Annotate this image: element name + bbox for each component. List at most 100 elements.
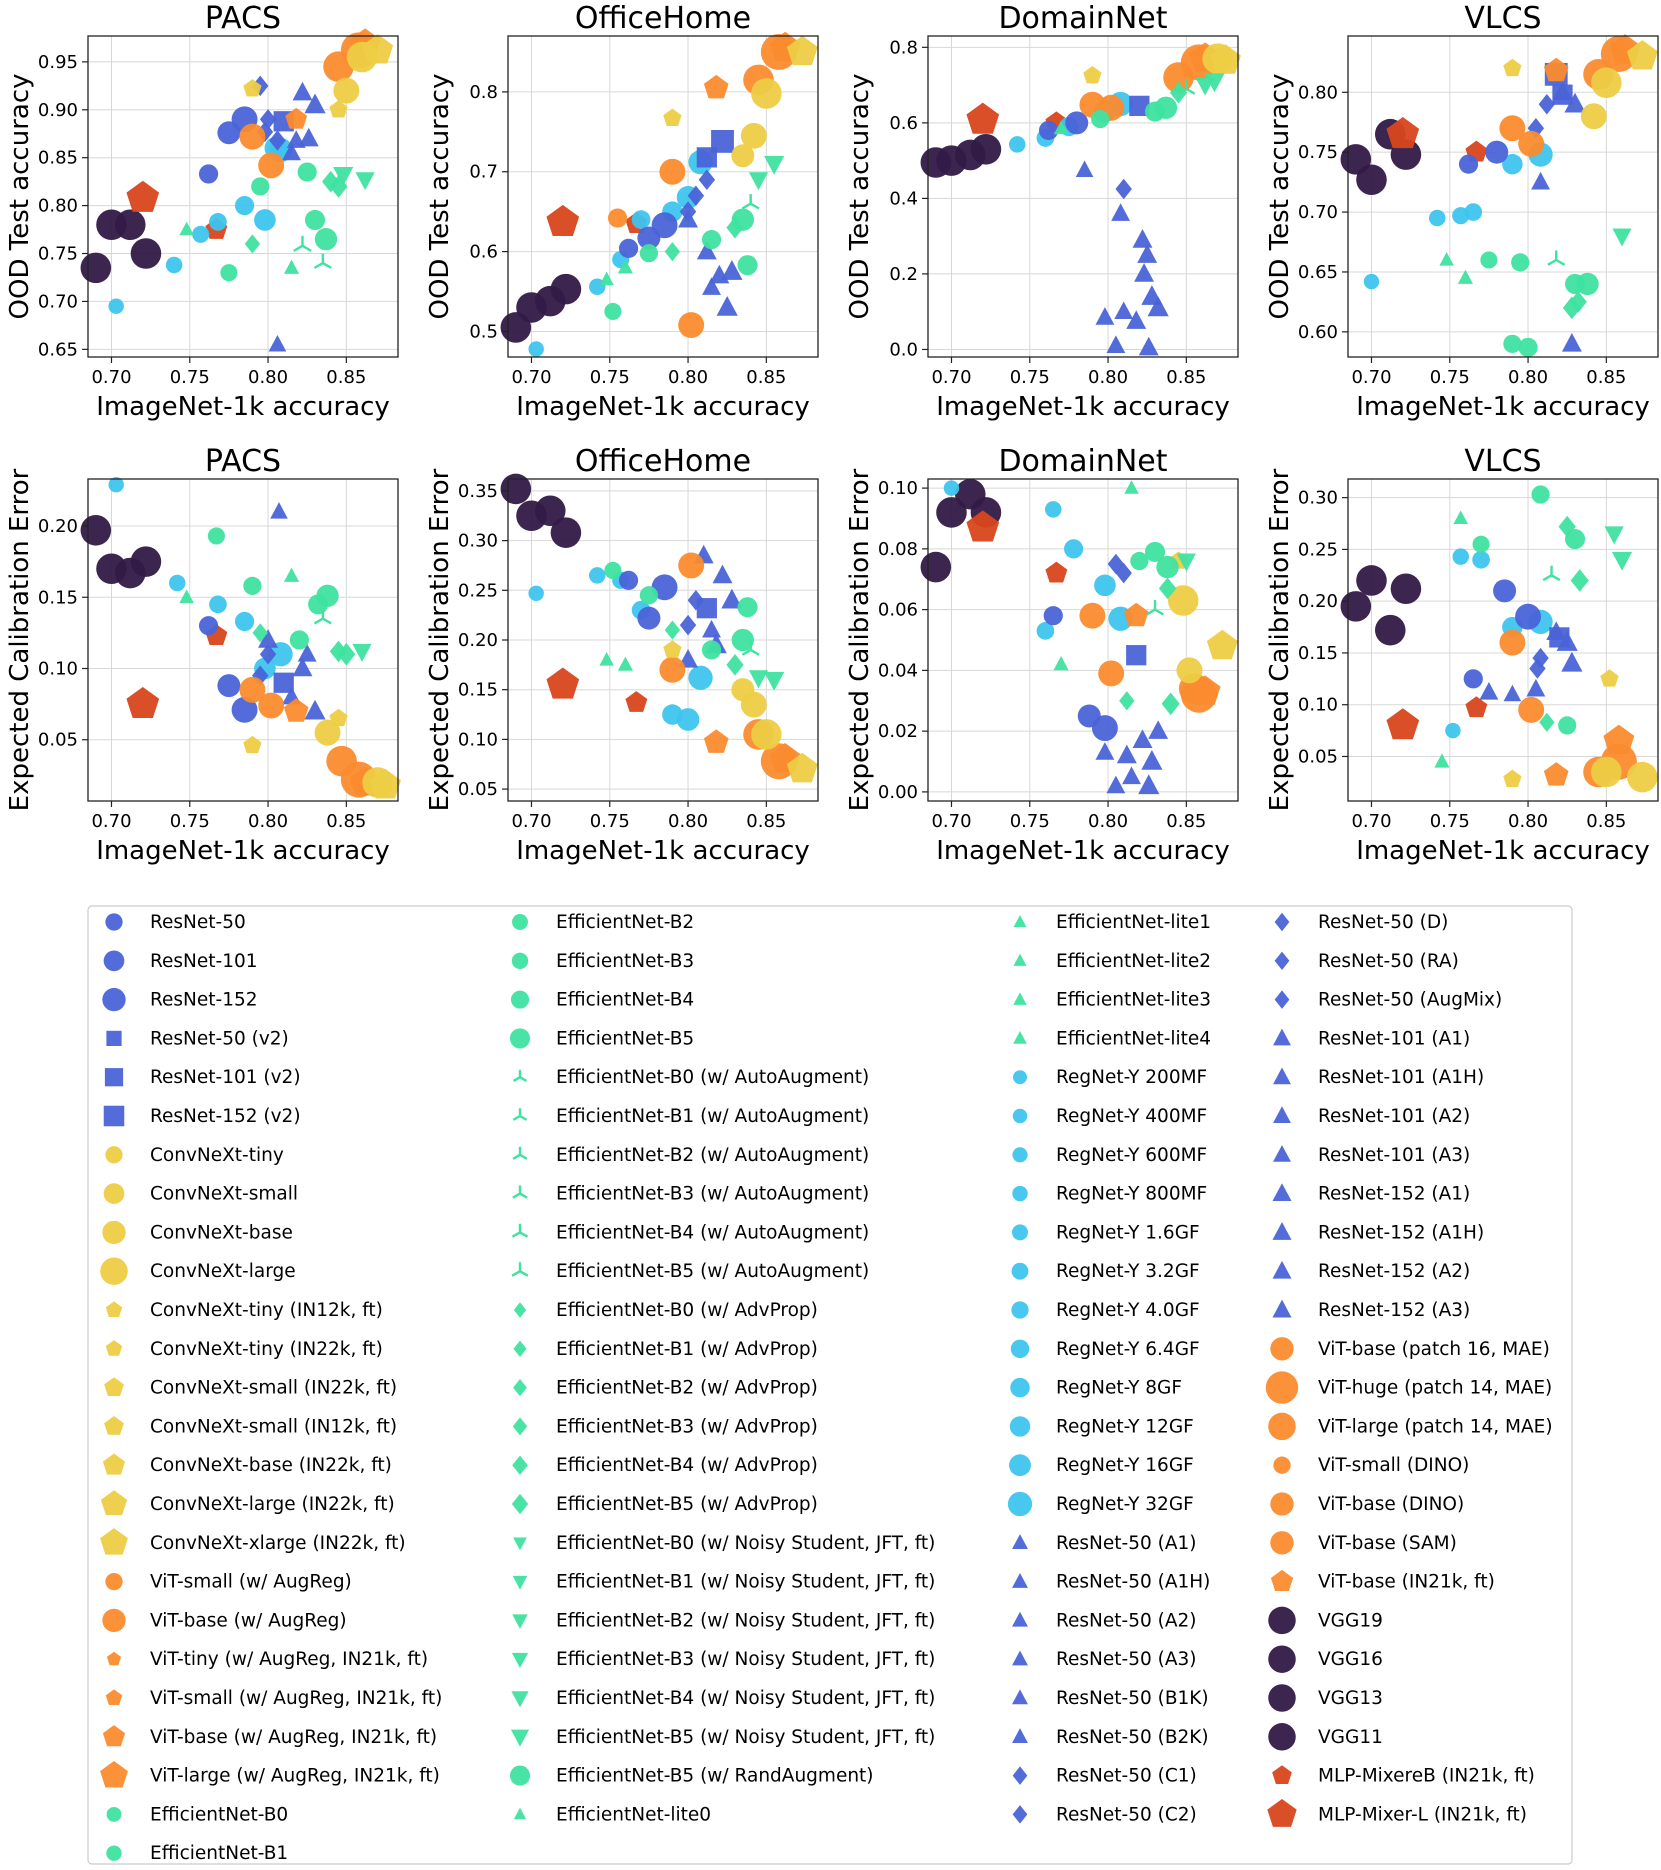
legend-entry: ConvNeXt-tiny (IN22k, ft) [105, 1339, 383, 1360]
data-point-regnet [254, 209, 276, 231]
data-point-regnet [268, 642, 293, 667]
legend-entry: ViT-base (IN21k, ft) [1270, 1569, 1495, 1593]
data-point-resnet [198, 616, 219, 636]
legend-entry: ViT-base (w/ AugReg, IN21k, ft) [102, 1725, 437, 1748]
legend-label: ConvNeXt-xlarge (IN22k, ft) [150, 1533, 406, 1554]
legend-label: ResNet-50 (C2) [1056, 1804, 1197, 1825]
legend-entry: ViT-tiny (w/ AugReg, IN21k, ft) [106, 1649, 428, 1670]
data-point-vit [1098, 660, 1125, 687]
data-point-resnet [259, 644, 277, 665]
legend-label: ConvNeXt-small (IN22k, ft) [150, 1378, 397, 1399]
data-point-resnet [298, 127, 319, 147]
legend-entry: ResNet-50 (C1) [1012, 1766, 1197, 1787]
data-point-convnext [1627, 761, 1658, 793]
legend-entry: EfficientNet-B5 (w/ Noisy Student, JFT, … [510, 1727, 935, 1748]
data-points [80, 28, 394, 352]
legend-entry: ResNet-50 (A1H) [1012, 1572, 1210, 1593]
x-tick-label: 0.85 [326, 811, 366, 832]
data-point-vgg [1356, 164, 1387, 196]
data-point-resnet [1485, 140, 1509, 164]
marker-arm [519, 1192, 528, 1199]
legend-marker-vgg [1268, 1684, 1296, 1712]
data-point-resnet [618, 570, 639, 590]
legend-entry: RegNet-Y 12GF [1009, 1416, 1194, 1437]
data-point-regnet [528, 341, 544, 357]
y-tick-label: 0.8 [469, 82, 498, 103]
legend-entry: EfficientNet-B2 [512, 912, 694, 933]
data-point-effnet [639, 244, 659, 263]
legend-label: ViT-base (w/ AugReg) [150, 1610, 347, 1631]
legend-entry: ViT-large (w/ AugReg, IN21k, ft) [100, 1760, 440, 1788]
data-point-regnet [1428, 209, 1446, 227]
data-point-effnet [1511, 253, 1530, 272]
y-tick-label: 0.05 [38, 730, 78, 751]
data-point-vgg [80, 252, 112, 284]
legend-entry: RegNet-Y 1.6GF [1012, 1222, 1200, 1243]
legend-label: ViT-huge (patch 14, MAE) [1318, 1378, 1552, 1399]
legend-entry: RegNet-Y 6.4GF [1010, 1339, 1200, 1360]
legend-marker-vit [1270, 1569, 1294, 1592]
legend-marker-vgg [1268, 1645, 1296, 1673]
y-tick-label: 0.90 [38, 100, 78, 121]
data-point-regnet [1472, 550, 1490, 569]
legend-marker-vit [1265, 1371, 1299, 1404]
legend-label: EfficientNet-B2 (w/ AdvProp) [556, 1378, 818, 1399]
legend-label: ResNet-50 (AugMix) [1318, 990, 1502, 1011]
data-point-vit [1079, 602, 1106, 629]
data-point-effnet [1154, 96, 1178, 119]
data-point-resnet [1132, 229, 1153, 248]
data-point-effnet [639, 586, 659, 605]
y-tick-label: 0.70 [38, 291, 78, 312]
data-point-resnet [1116, 744, 1137, 764]
legend-marker-regnet [1007, 1491, 1033, 1517]
legend-entry: VGG13 [1268, 1684, 1383, 1712]
legend-entry: EfficientNet-B3 (w/ Noisy Student, JFT, … [511, 1649, 935, 1670]
x-axis-label: ImageNet-1k accuracy [936, 392, 1230, 422]
y-tick-label: 0.04 [878, 660, 918, 681]
y-axis-label: Expected Calibration Error [5, 468, 35, 811]
legend-entry: ViT-base (DINO) [1270, 1492, 1464, 1516]
legend-marker-regnet [1009, 1416, 1031, 1437]
legend-label: ResNet-50 (A1H) [1056, 1572, 1210, 1593]
y-tick-label: 0.10 [878, 478, 918, 499]
legend-marker-effnet [513, 1340, 527, 1358]
data-point-resnet [1561, 651, 1583, 672]
chart-panel-7: 0.70 0.75 0.80 0.85 0.00 0.02 0.04 0.06 0.08 0.10… [845, 444, 1239, 866]
legend-entry: EfficientNet-lite2 [1013, 951, 1211, 972]
marker-arm [512, 1114, 521, 1121]
plot-frame [1347, 478, 1659, 802]
legend-marker-regnet [1010, 1339, 1030, 1359]
plot-frame [1347, 35, 1659, 358]
legend-entry: RegNet-Y 400MF [1012, 1106, 1207, 1127]
data-point-resnet [1134, 263, 1155, 282]
marker-arm [1146, 608, 1156, 616]
legend-label: VGG16 [1318, 1649, 1383, 1670]
data-point-resnet [1493, 579, 1517, 603]
legend-label: EfficientNet-B4 (w/ AutoAugment) [556, 1222, 869, 1243]
legend-marker-effnet [512, 1614, 528, 1629]
x-tick-label: 0.70 [931, 367, 971, 388]
data-point-convnext [1591, 756, 1622, 788]
data-point-vit [1518, 696, 1545, 723]
legend-entry: EfficientNet-B3 [511, 951, 694, 972]
data-point-resnet [1132, 729, 1153, 749]
legend-label: EfficientNet-B4 (w/ Noisy Student, JFT, … [556, 1688, 935, 1709]
legend-marker-resnet [1274, 912, 1290, 932]
data-point-effnet [313, 253, 332, 269]
data-point-vit [678, 552, 705, 579]
data-point-resnet [1075, 160, 1094, 177]
legend-marker-convnext [105, 1146, 123, 1164]
y-tick-label: 0.20 [458, 630, 498, 651]
x-axis-label: ImageNet-1k accuracy [1356, 836, 1650, 866]
legend-label: ResNet-50 (B2K) [1056, 1727, 1209, 1748]
y-axis-label: Expected Calibration Error [845, 468, 875, 811]
data-point-effnet [1177, 79, 1196, 95]
data-point-regnet [676, 708, 700, 731]
legend-entry: ResNet-50 (B2K) [1012, 1727, 1209, 1748]
legend-entry: ConvNeXt-small (IN22k, ft) [104, 1377, 397, 1399]
y-tick-label: 0.20 [1298, 591, 1338, 612]
legend-marker-vit [102, 1725, 126, 1747]
legend-marker-vit [1270, 1531, 1294, 1555]
data-point-effnet [316, 584, 339, 608]
legend-marker-convnext [104, 1416, 124, 1435]
